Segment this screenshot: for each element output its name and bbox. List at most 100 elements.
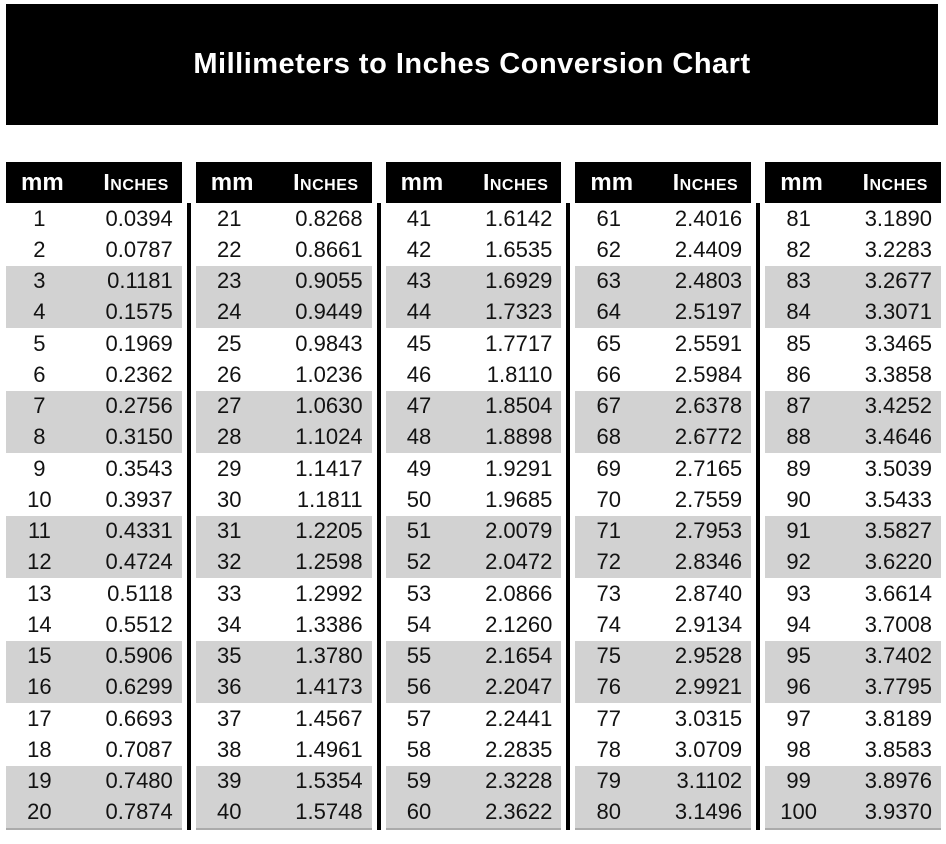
table-row: 5 0.1969 — [6, 328, 182, 360]
inches-value: 1.5748 — [295, 799, 363, 825]
mm-value: 51 — [406, 518, 432, 544]
mm-value: 75 — [596, 643, 622, 669]
inches-value: 0.0394 — [105, 205, 173, 231]
table-row: 36 1.4173 — [195, 671, 372, 703]
table-row: 76 2.9921 — [575, 671, 752, 703]
mm-value: 22 — [216, 236, 242, 262]
table-row: 43 1.6929 — [385, 265, 562, 297]
mm-value: 57 — [406, 705, 432, 731]
table-column-group: mm Inches 41 1.6142 42 1.6535 43 1.6929 44 1.73… — [385, 162, 571, 830]
inches-value: 2.0866 — [485, 580, 553, 606]
inches-value: 2.7559 — [674, 486, 743, 512]
mm-value: 73 — [596, 580, 622, 606]
table-row: 82 3.2283 — [765, 234, 941, 266]
inches-value: 0.7087 — [105, 736, 173, 762]
mm-value: 17 — [27, 705, 52, 731]
table-row: 3 0.1181 — [6, 265, 182, 297]
mm-column-header: mm — [780, 168, 823, 196]
mm-value: 23 — [216, 268, 242, 294]
inches-value: 2.8346 — [674, 549, 743, 575]
inches-column-header: Inches — [672, 169, 739, 195]
table-row: 47 1.8504 — [385, 390, 562, 422]
mm-value: 8 — [33, 424, 46, 450]
table-row: 79 3.1102 — [575, 765, 752, 797]
mm-value: 87 — [786, 393, 811, 419]
table-row: 28 1.1024 — [195, 421, 372, 453]
inches-column-header: Inches — [293, 169, 359, 195]
mm-value: 66 — [596, 361, 622, 387]
table-row: 67 2.6378 — [575, 390, 752, 422]
table-row: 15 0.5906 — [6, 640, 182, 672]
table-row: 25 0.9843 — [195, 328, 372, 360]
mm-value: 90 — [786, 486, 811, 512]
mm-column-header: mm — [210, 168, 254, 196]
table-row: 37 1.4567 — [195, 703, 372, 735]
table-row: 88 3.4646 — [765, 421, 941, 453]
mm-value: 89 — [786, 455, 811, 481]
table-row: 45 1.7717 — [385, 328, 562, 360]
table-row: 50 1.9685 — [385, 484, 562, 516]
mm-value: 92 — [786, 549, 811, 575]
mm-value: 34 — [216, 611, 242, 637]
inches-value: 1.7323 — [485, 299, 553, 325]
inches-value: 0.1181 — [107, 268, 173, 294]
conversion-table: mm Inches 1 0.0394 2 0.0787 3 0.1181 4 0.1575 5 0… — [6, 162, 941, 830]
inches-value: 2.9528 — [674, 643, 743, 669]
inches-value: 3.2677 — [864, 268, 932, 294]
mm-value: 13 — [27, 580, 52, 606]
inches-value: 2.3228 — [485, 768, 553, 794]
inches-value: 1.3386 — [295, 611, 363, 637]
title-banner: Millimeters to Inches Conversion Chart — [6, 4, 938, 125]
table-row: 66 2.5984 — [575, 359, 752, 391]
inches-value: 3.9370 — [864, 799, 932, 825]
table-row: 81 3.1890 — [765, 203, 941, 235]
inches-value: 1.6929 — [485, 268, 553, 294]
mm-value: 56 — [406, 674, 432, 700]
inches-value: 0.1575 — [105, 299, 173, 325]
mm-value: 55 — [406, 643, 432, 669]
inches-value: 3.0315 — [674, 705, 743, 731]
mm-value: 78 — [596, 736, 622, 762]
inches-value: 1.9291 — [485, 455, 553, 481]
inches-value: 1.1024 — [295, 424, 363, 450]
table-row: 74 2.9134 — [575, 609, 752, 641]
mm-value: 6 — [33, 361, 46, 387]
table-column-group: mm Inches 1 0.0394 2 0.0787 3 0.1181 4 0.1575 5 0… — [6, 162, 191, 830]
table-row: 59 2.3228 — [385, 765, 562, 797]
table-row: 90 3.5433 — [765, 484, 941, 516]
table-row: 4 0.1575 — [6, 296, 182, 328]
mm-value: 47 — [406, 393, 432, 419]
table-row: 23 0.9055 — [195, 265, 372, 297]
table-row: 97 3.8189 — [765, 703, 941, 735]
inches-value: 2.0079 — [485, 518, 553, 544]
mm-value: 52 — [406, 549, 432, 575]
inches-value: 0.4331 — [105, 518, 173, 544]
column-group-header: mm Inches — [6, 162, 182, 203]
mm-value: 42 — [406, 236, 432, 262]
inches-value: 2.3622 — [485, 799, 553, 825]
inches-value: 2.6772 — [674, 424, 743, 450]
table-row: 72 2.8346 — [575, 546, 752, 578]
inches-value: 1.9685 — [485, 486, 553, 512]
table-row: 33 1.2992 — [195, 578, 372, 610]
table-row: 71 2.7953 — [575, 515, 752, 547]
inches-value: 3.5433 — [864, 486, 932, 512]
inches-value: 3.3858 — [864, 361, 932, 387]
table-row: 86 3.3858 — [765, 359, 941, 391]
mm-value: 95 — [786, 643, 811, 669]
table-row: 21 0.8268 — [195, 203, 372, 235]
table-row: 10 0.3937 — [6, 484, 182, 516]
inches-value: 0.8661 — [295, 236, 363, 262]
mm-value: 7 — [33, 393, 46, 419]
inches-value: 3.8189 — [864, 705, 932, 731]
table-row: 54 2.1260 — [385, 609, 562, 641]
mm-value: 14 — [27, 611, 52, 637]
inches-value: 0.5512 — [105, 611, 173, 637]
table-column-group: mm Inches 81 3.1890 82 3.2283 83 3.2677 84 3.30… — [765, 162, 941, 830]
column-group-header: mm Inches — [195, 162, 372, 203]
mm-value: 11 — [27, 518, 51, 544]
group-rows: 61 2.4016 62 2.4409 63 2.4803 64 2.5197 65 2.5591… — [575, 203, 752, 830]
inches-value: 1.6142 — [485, 205, 553, 231]
table-row: 24 0.9449 — [195, 296, 372, 328]
